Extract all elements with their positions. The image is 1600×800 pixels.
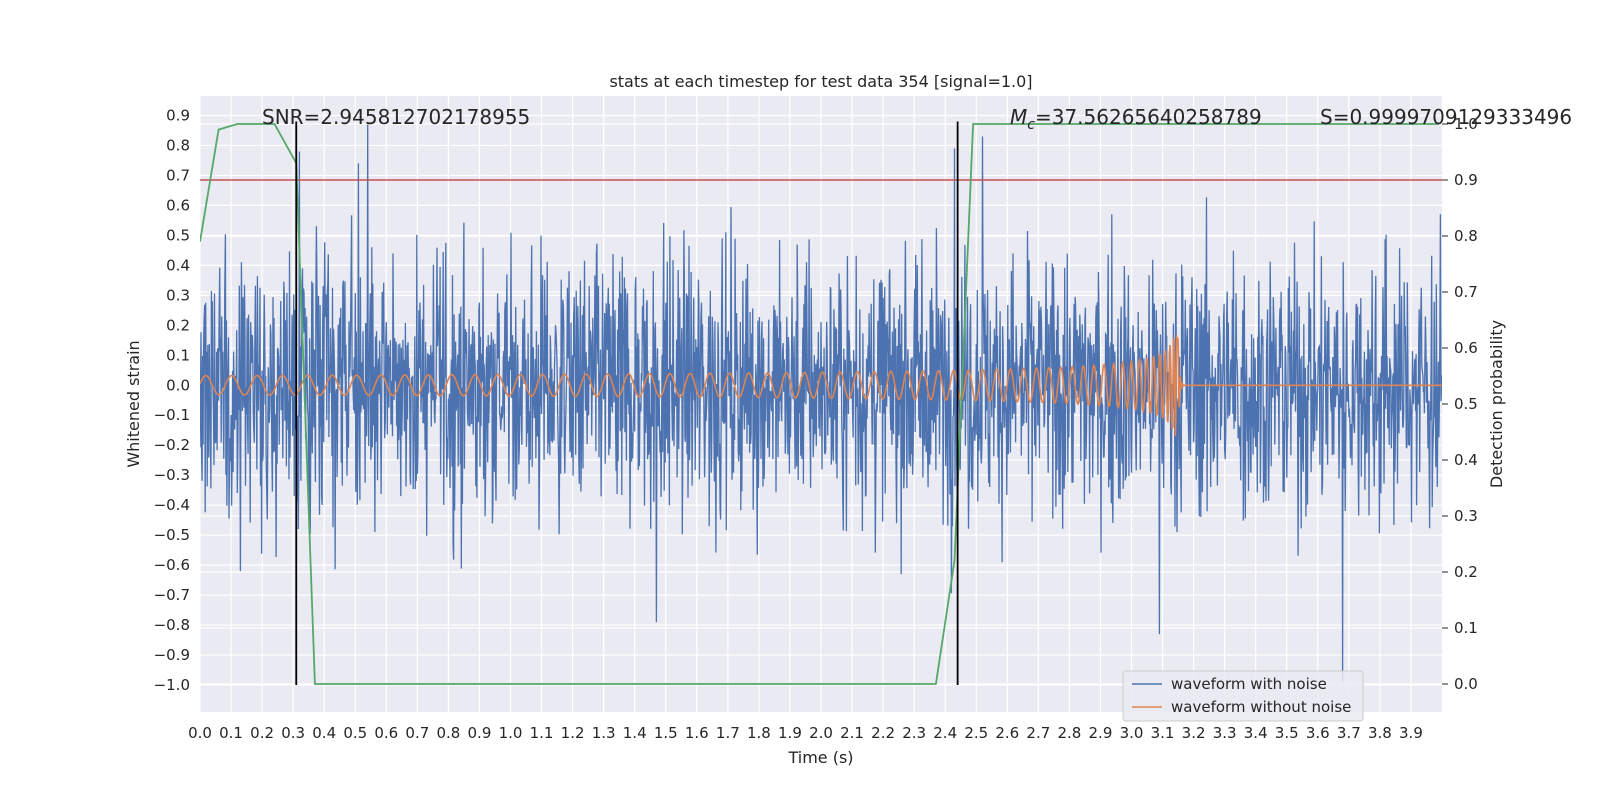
mc-subscript: c [1027,117,1035,133]
vertical-markers [295,121,959,686]
x-tick-label: 2.9 [1089,724,1113,742]
x-tick-label: 0.3 [281,724,305,742]
clean-line [200,334,1442,437]
legend-label-noise: waveform with noise [1171,675,1327,693]
y2-tick-label: 0.6 [1454,339,1478,357]
x-tick-label: 2.2 [871,724,895,742]
s-annotation: S=0.9999709129333496 [1320,105,1572,129]
y-tick-label: −0.3 [154,466,190,484]
y-tick-label: −0.9 [154,646,190,664]
x-tick-label: 1.3 [592,724,616,742]
x-tick-label: 0.2 [250,724,274,742]
x-tick-label: 1.6 [685,724,709,742]
y-tick-label: 0.0 [166,376,190,394]
x-tick-label: 1.5 [654,724,678,742]
x-tick-label: 0.6 [374,724,398,742]
mc-value: =37.56265640258789 [1035,105,1262,129]
legend-box [1122,670,1364,722]
chart-title: stats at each timestep for test data 354… [609,72,1032,91]
mc-symbol: M [1010,105,1027,129]
plot-area [200,121,1442,686]
y2-tick-label: 0.3 [1454,507,1478,525]
y-tick-label: −0.2 [154,436,190,454]
clean-series [200,334,1442,437]
y-tick-label: 0.4 [166,256,190,274]
x-tick-label: 2.0 [809,724,833,742]
x-tick-label: 2.3 [902,724,926,742]
x-tick-label: 3.1 [1151,724,1175,742]
x-tick-label: 3.8 [1368,724,1392,742]
x-tick-label: 0.5 [343,724,367,742]
y-tick-label: −1.0 [154,676,190,694]
x-tick-label: 3.0 [1120,724,1144,742]
noise-line [200,124,1442,683]
y-tick-label: 0.8 [166,136,190,154]
x-tick-label: 0.8 [436,724,460,742]
x-tick-label: 3.5 [1275,724,1299,742]
y-tick-label: −0.1 [154,406,190,424]
x-tick-label: 0.4 [312,724,336,742]
y-tick-label: 0.6 [166,196,190,214]
y-axis-label: Whitened strain [124,340,143,467]
x-tick-label: 3.2 [1182,724,1206,742]
y2-axis-label: Detection probability [1487,320,1506,488]
x-tick-label: 2.8 [1057,724,1081,742]
y-tick-label: −0.4 [154,496,190,514]
x-tick-label: 1.7 [716,724,740,742]
y2-tick-label: 0.7 [1454,283,1478,301]
x-tick-label: 1.9 [778,724,802,742]
probability-layer [200,123,1439,685]
y2-tick-label: 0.2 [1454,563,1478,581]
x-ticks: 0.0 0.1 0.2 0.3 0.4 0.5 0.6 0.7 0.8 0.9 1.0 1.1 1.2 1… [188,724,1423,742]
y-tick-label: −0.7 [154,586,190,604]
x-tick-label: 1.8 [747,724,771,742]
x-tick-label: 0.7 [405,724,429,742]
x-tick-label: 2.6 [995,724,1019,742]
mc-annotation: Mc=37.56265640258789 [1010,105,1262,133]
x-tick-label: 3.6 [1306,724,1330,742]
x-tick-label: 1.1 [530,724,554,742]
y-tick-label: 0.2 [166,316,190,334]
y-tick-label: 0.1 [166,346,190,364]
x-axis-label: Time (s) [787,748,853,767]
y-tick-label: −0.8 [154,616,190,634]
y2-ticks: 1.0 0.9 0.8 0.7 0.6 0.5 0.4 0.3 0.2 0.1 0.0 [1442,115,1478,693]
probability-line [200,123,1439,685]
y2-tick-label: 0.5 [1454,395,1478,413]
x-tick-label: 0.0 [188,724,212,742]
legend: waveform with noise waveform without noi… [1122,670,1364,722]
y-tick-label: 0.9 [166,106,190,124]
x-tick-label: 2.1 [840,724,864,742]
x-tick-label: 2.7 [1026,724,1050,742]
y-ticks: 0.9 0.8 0.7 0.6 0.5 0.4 0.3 0.2 0.1 0.0 −0.1 −0.2 −0… [154,106,190,694]
y2-tick-label: 0.8 [1454,227,1478,245]
y-tick-label: 0.5 [166,226,190,244]
x-tick-label: 0.9 [468,724,492,742]
noise-series [200,124,1442,683]
x-tick-label: 3.3 [1213,724,1237,742]
y2-tick-label: 0.4 [1454,451,1478,469]
x-tick-label: 1.2 [561,724,585,742]
x-tick-label: 3.4 [1244,724,1268,742]
y-tick-label: 0.7 [166,166,190,184]
x-tick-label: 3.9 [1399,724,1423,742]
x-tick-label: 3.7 [1337,724,1361,742]
y-tick-label: −0.6 [154,556,190,574]
y2-tick-label: 0.0 [1454,675,1478,693]
x-tick-label: 0.1 [219,724,243,742]
y2-tick-label: 0.1 [1454,619,1478,637]
y-tick-label: −0.5 [154,526,190,544]
y-tick-label: 0.3 [166,286,190,304]
x-tick-label: 1.0 [499,724,523,742]
snr-annotation: SNR=2.945812702178955 [262,105,530,129]
x-tick-label: 2.5 [964,724,988,742]
y2-tick-label: 1.0 [1454,115,1478,133]
legend-label-clean: waveform without noise [1171,698,1351,716]
x-tick-label: 2.4 [933,724,957,742]
y2-tick-label: 0.9 [1454,171,1478,189]
x-tick-label: 1.4 [623,724,647,742]
